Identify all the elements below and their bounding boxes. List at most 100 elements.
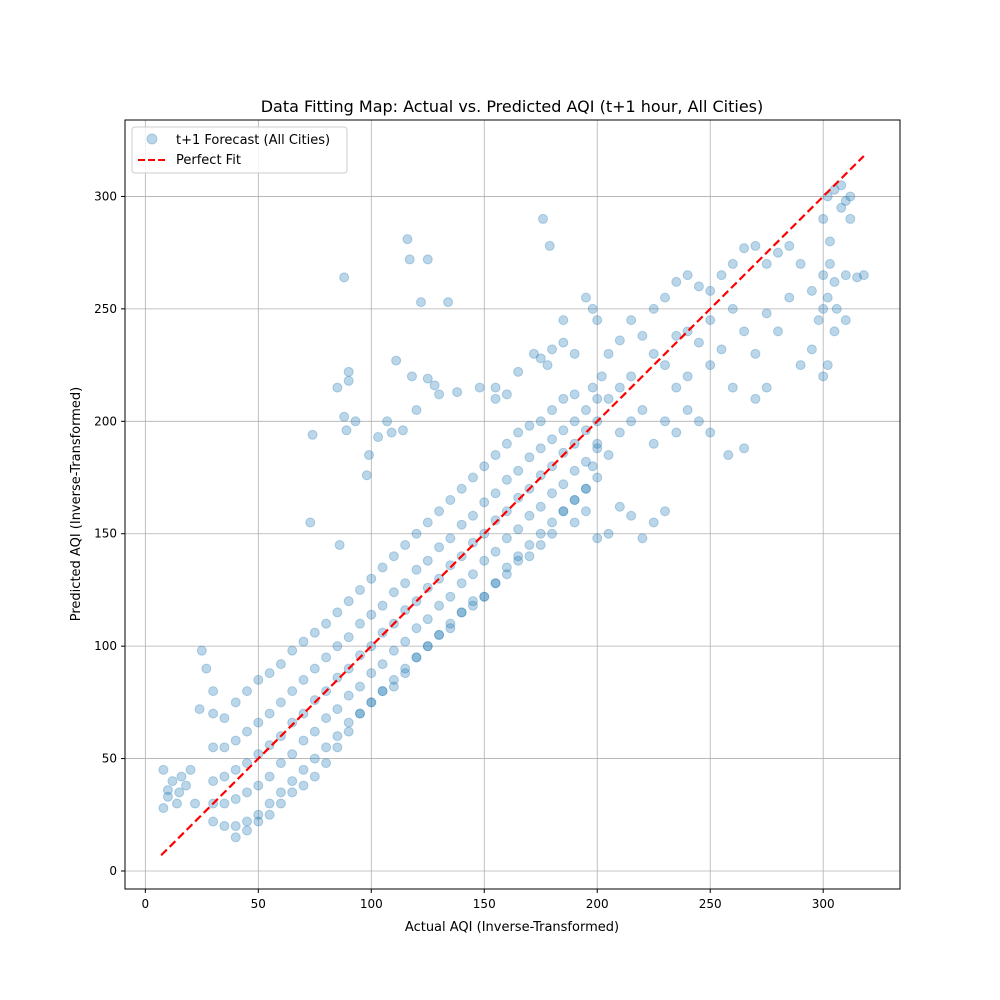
data-point [490,393,501,404]
data-point [219,713,230,724]
data-point [158,764,169,775]
data-point [343,690,354,701]
data-point [727,382,738,393]
data-point [614,335,625,346]
grid [125,120,900,889]
data-point [467,510,478,521]
data-point [637,330,648,341]
data-point [547,517,558,528]
data-point [434,542,445,553]
data-point [332,704,343,715]
data-point [400,636,411,647]
data-point [490,488,501,499]
x-tick-label: 250 [699,897,722,911]
data-point [479,555,490,566]
data-point [524,539,535,550]
data-point [321,713,332,724]
legend-scatter-marker [146,133,158,145]
data-point [660,360,671,371]
data-point [230,735,241,746]
data-point [332,672,343,683]
data-point [456,483,467,494]
data-point [705,315,716,326]
data-point [524,551,535,562]
data-point [806,285,817,296]
data-point [501,562,512,573]
data-point [194,704,205,715]
data-point [422,517,433,528]
data-point [761,258,772,269]
data-point [727,258,738,269]
data-point [490,450,501,461]
data-point [535,443,546,454]
data-point [547,528,558,539]
scatter-points [158,180,869,843]
data-point [253,780,264,791]
data-point [373,432,384,443]
data-point [547,488,558,499]
data-point [614,501,625,512]
data-point [253,816,264,827]
data-point [456,607,467,618]
data-point [739,443,750,454]
data-point [836,180,847,191]
data-point [275,697,286,708]
data-point [513,366,524,377]
data-point [341,425,352,436]
data-point [544,240,555,251]
data-point [377,659,388,670]
data-point [592,533,603,544]
data-point [592,438,603,449]
data-point [535,353,546,364]
data-point [660,292,671,303]
data-point [580,483,591,494]
data-point [264,809,275,820]
data-point [400,668,411,679]
data-point [366,697,377,708]
data-point [501,438,512,449]
data-point [445,591,456,602]
data-point [162,791,173,802]
data-point [208,816,219,827]
data-point [230,794,241,805]
data-point [434,629,445,640]
data-point [693,337,704,348]
data-point [587,461,598,472]
data-point [208,708,219,719]
data-point [716,270,727,281]
data-point [456,519,467,530]
data-point [750,393,761,404]
data-point [354,708,365,719]
data-point [580,506,591,517]
data-point [422,641,433,652]
data-point [569,348,580,359]
data-point [587,382,598,393]
data-point [321,742,332,753]
data-point [603,450,614,461]
data-point [479,591,490,602]
data-point [580,456,591,467]
data-point [822,292,833,303]
data-point [479,461,490,472]
data-point [558,506,569,517]
data-point [739,326,750,337]
data-point [321,618,332,629]
data-point [411,652,422,663]
data-point [388,645,399,656]
data-point [626,510,637,521]
data-point [824,258,835,269]
data-point [388,681,399,692]
data-point [813,315,824,326]
data-point [309,753,320,764]
data-point [332,382,343,393]
data-point [727,303,738,314]
data-point [660,506,671,517]
legend-label-perfect-fit: Perfect Fit [176,153,241,168]
data-point [400,605,411,616]
data-point [388,551,399,562]
data-point [818,303,829,314]
data-point [309,663,320,674]
data-point [343,717,354,728]
legend-box [131,126,348,174]
data-point [845,191,856,202]
